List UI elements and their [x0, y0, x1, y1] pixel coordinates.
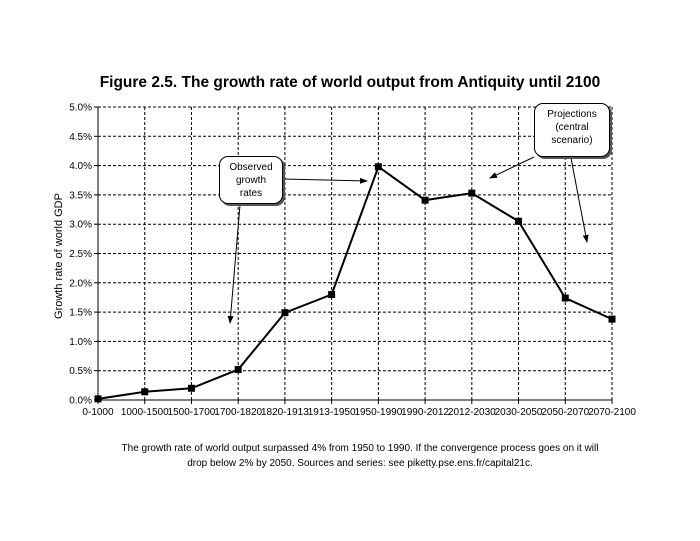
projections-arrow-down: [570, 157, 589, 243]
x-tick-label: 1820-1913: [261, 407, 309, 418]
x-tick-label: 0-1000: [82, 407, 114, 418]
x-tick-label: 1500-1700: [168, 407, 216, 418]
data-point-marker: [328, 291, 336, 299]
callout-observed-line-2: growth: [235, 175, 266, 186]
x-tick-label: 1990-2012: [401, 407, 449, 418]
y-tick-label: 4.0%: [69, 161, 92, 172]
series-line: [97, 165, 613, 400]
data-point-marker: [561, 294, 569, 302]
caption-line-2: drop below 2% by 2050. Sources and serie…: [187, 458, 533, 469]
data-point-marker: [515, 217, 523, 225]
data-point-marker: [234, 366, 242, 374]
x-tick-label: 1913-1950: [308, 407, 356, 418]
callout-observed-line-3: rates: [239, 188, 263, 199]
observed-arrow-to-1950: [282, 177, 368, 184]
projections-callout: Projections (central scenario): [534, 103, 610, 157]
callout-projections-line-3: scenario): [551, 135, 593, 146]
x-tick-label: 2070-2100: [588, 407, 636, 418]
y-tick-label: 1.5%: [69, 308, 92, 319]
y-tick-label: 0.5%: [69, 366, 92, 377]
projections-arrow-left: [489, 156, 535, 179]
caption-line-1: The growth rate of world output surpasse…: [121, 443, 599, 454]
figure-caption: The growth rate of world output surpasse…: [100, 441, 620, 471]
observed-growth-callout: Observed growth rates: [219, 156, 283, 204]
data-point-marker: [141, 388, 149, 396]
data-point-marker: [94, 395, 102, 403]
x-tick-label: 1950-1990: [354, 407, 402, 418]
observed-arrow-down: [227, 204, 241, 324]
data-point-marker: [608, 315, 616, 323]
y-tick-label: 0.0%: [69, 396, 92, 407]
y-tick-label: 5.0%: [69, 103, 92, 114]
callout-projections-line-1: Projections: [547, 109, 597, 120]
callout-observed-line-1: Observed: [229, 162, 273, 173]
y-tick-label: 1.0%: [69, 337, 92, 348]
data-point-marker: [421, 196, 429, 204]
y-tick-label: 3.0%: [69, 220, 92, 231]
x-tick-label: 2012-2030: [448, 407, 496, 418]
data-point-marker: [374, 163, 382, 171]
x-tick-label: 2050-2070: [541, 407, 589, 418]
x-tick-label: 1000-1500: [121, 407, 169, 418]
data-point-marker: [468, 189, 476, 197]
data-point-marker: [187, 384, 195, 392]
chart-title: Figure 2.5. The growth rate of world out…: [99, 74, 601, 91]
data-point-marker: [281, 309, 289, 317]
y-tick-label: 3.5%: [69, 190, 92, 201]
y-tick-label: 2.0%: [69, 278, 92, 289]
y-axis-label: Growth rate of world GDP: [53, 193, 65, 319]
x-tick-label: 2030-2050: [495, 407, 543, 418]
x-tick-label: 1700-1820: [214, 407, 262, 418]
y-tick-label: 2.5%: [69, 249, 92, 260]
callout-projections-line-2: (central: [555, 122, 589, 133]
y-tick-label: 4.5%: [69, 132, 92, 143]
